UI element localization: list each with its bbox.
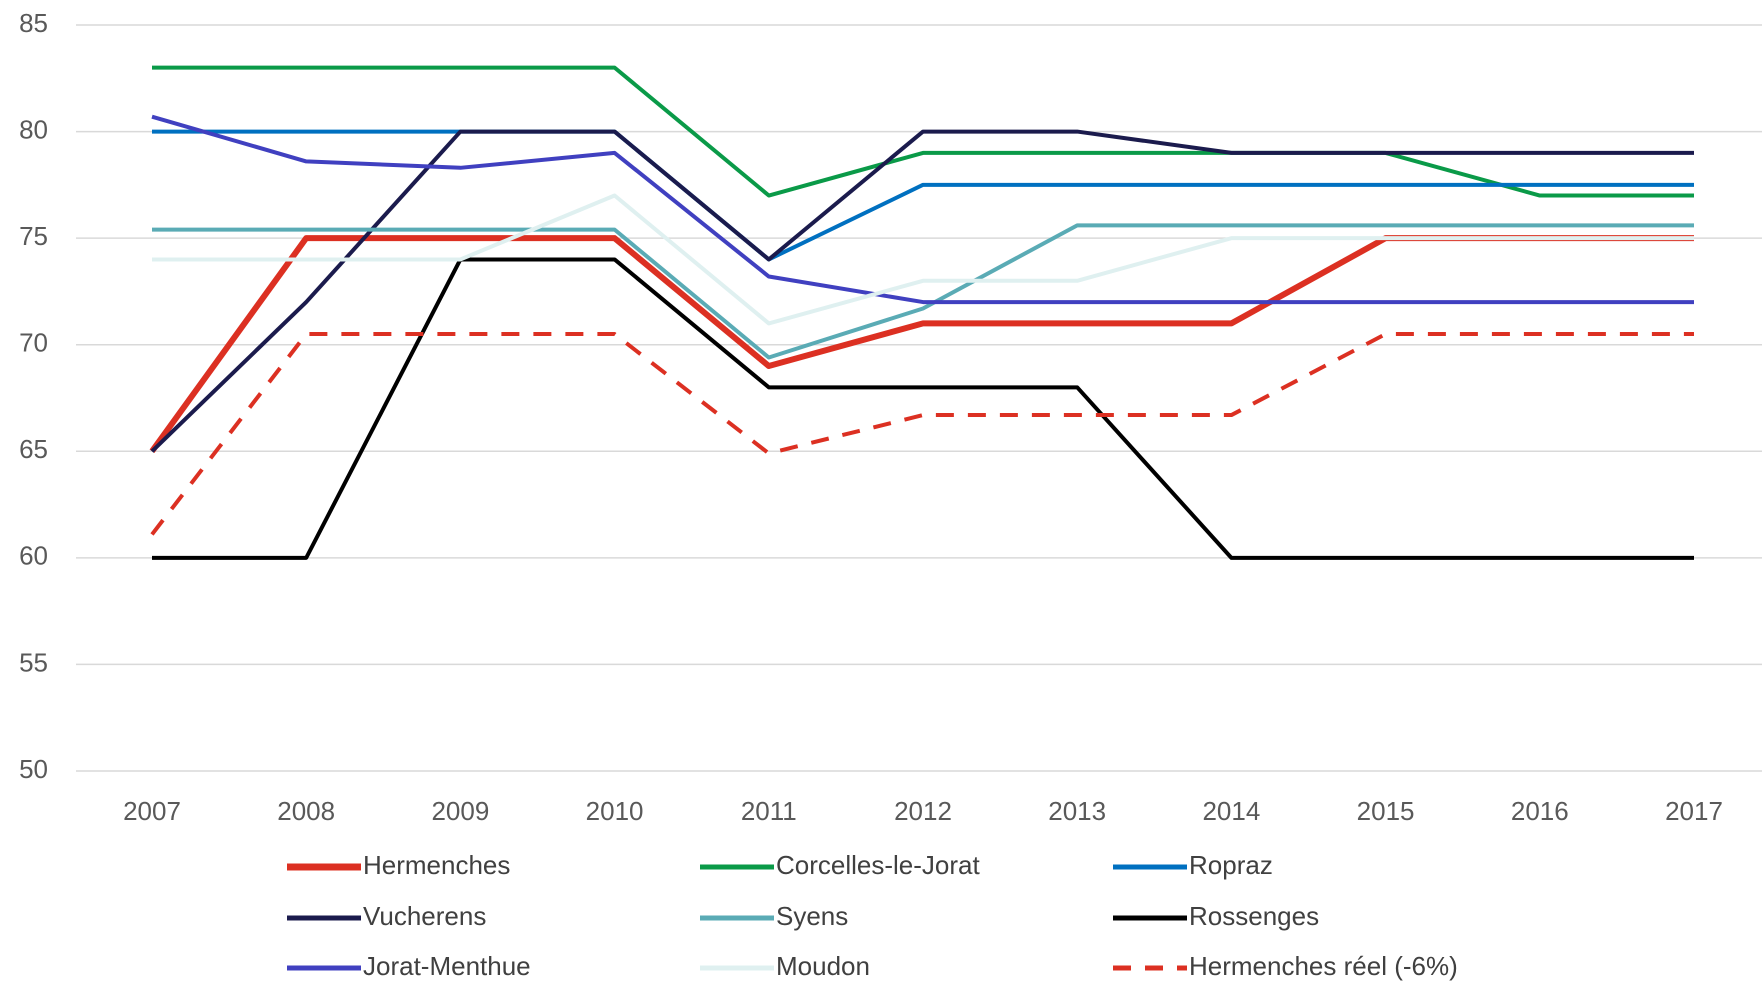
y-tick-label: 65 bbox=[19, 434, 48, 464]
x-tick-label: 2014 bbox=[1202, 796, 1260, 826]
legend-label: Rossenges bbox=[1189, 901, 1319, 931]
legend-label: Ropraz bbox=[1189, 850, 1273, 880]
legend: Hermenches Corcelles-le-Jorat Ropraz Vucher… bbox=[287, 850, 1458, 981]
y-tick-label: 60 bbox=[19, 541, 48, 571]
series-line bbox=[152, 223, 1694, 360]
legend-label: Vucherens bbox=[363, 901, 486, 931]
legend-label: Hermenches bbox=[363, 850, 510, 880]
x-tick-label: 2008 bbox=[277, 796, 335, 826]
series-line bbox=[152, 193, 1694, 326]
y-tick-label: 70 bbox=[19, 328, 48, 358]
series-line bbox=[152, 129, 1694, 262]
x-tick-label: 2012 bbox=[894, 796, 952, 826]
y-tick-label: 55 bbox=[19, 647, 48, 677]
x-tick-label: 2009 bbox=[431, 796, 489, 826]
y-tick-label: 75 bbox=[19, 221, 48, 251]
y-tick-label: 80 bbox=[19, 114, 48, 144]
legend-label: Hermenches réel (-6%) bbox=[1189, 951, 1458, 981]
series-line bbox=[150, 332, 1694, 536]
x-tick-label: 2007 bbox=[123, 796, 181, 826]
legend-label: Corcelles-le-Jorat bbox=[776, 850, 980, 880]
x-tick-label: 2016 bbox=[1511, 796, 1569, 826]
legend-label: Moudon bbox=[776, 951, 870, 981]
x-tick-label: 2015 bbox=[1357, 796, 1415, 826]
series-line bbox=[151, 114, 1694, 305]
series-line bbox=[150, 129, 1694, 453]
x-tick-label: 2010 bbox=[586, 796, 644, 826]
series-line bbox=[152, 257, 1694, 560]
x-tick-label: 2017 bbox=[1665, 796, 1723, 826]
x-tick-label: 2011 bbox=[741, 796, 797, 826]
legend-label: Syens bbox=[776, 901, 848, 931]
x-tick-label: 2013 bbox=[1048, 796, 1106, 826]
y-tick-label: 85 bbox=[19, 8, 48, 38]
legend-label: Jorat-Menthue bbox=[363, 951, 531, 981]
y-tick-label: 50 bbox=[19, 754, 48, 784]
series-line bbox=[152, 65, 1694, 198]
